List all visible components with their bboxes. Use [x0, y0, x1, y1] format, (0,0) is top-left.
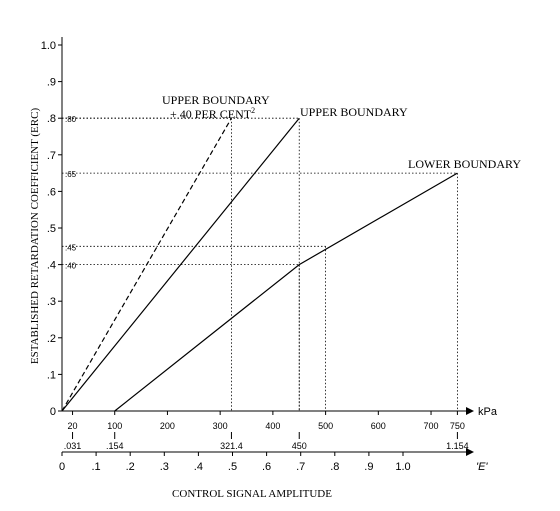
kpa-axis-arrow — [466, 407, 474, 415]
ref-label: .80 — [65, 115, 77, 124]
e-tick-label: 1.0 — [395, 461, 410, 473]
e-tick-label: .5 — [228, 461, 237, 473]
y-tick-label: .6 — [47, 186, 56, 198]
y-tick-label: .1 — [47, 369, 56, 381]
y-tick-label: .7 — [47, 150, 56, 162]
kpa-tick-label: 750 — [450, 421, 465, 431]
y-tick-label: .5 — [47, 223, 56, 235]
e-tick-label: .1 — [92, 461, 101, 473]
kpa-tick-label: 700 — [424, 421, 439, 431]
y-tick-label: .3 — [47, 296, 56, 308]
annotation-upper-plus40-line2: + 40 PER CENT2 — [170, 106, 255, 121]
kpa-tick-label: 400 — [265, 421, 280, 431]
series-line-1 — [61, 117, 232, 412]
kpa-tick-label: 500 — [318, 421, 333, 431]
kpa-tick-label: 200 — [160, 421, 175, 431]
e-tick-label: .6 — [262, 461, 271, 473]
e-tick-label: .4 — [194, 461, 203, 473]
ref-label: .45 — [65, 243, 77, 252]
kpa-sub-label: .154 — [106, 441, 124, 451]
e-tick-label: .8 — [330, 461, 339, 473]
y-tick-label: 0 — [50, 406, 56, 418]
kpa-sub-label: 450 — [292, 441, 307, 451]
annotation-upper-plus40-sup: 2 — [251, 106, 255, 115]
kpa-tick-label: 600 — [371, 421, 386, 431]
kpa-sub-label: .031 — [64, 441, 82, 451]
e-tick-label: .7 — [296, 461, 305, 473]
reference-lines: .80 .65 .45 .40 — [62, 115, 458, 411]
annotation-upper-boundary: UPPER BOUNDARY — [300, 105, 408, 119]
ref-label: .40 — [65, 262, 77, 271]
kpa-tick-label: 100 — [107, 421, 122, 431]
y-tick-label: .9 — [47, 77, 56, 89]
e-tick-label: .9 — [364, 461, 373, 473]
annotation-lower-boundary: LOWER BOUNDARY — [408, 157, 521, 171]
x-axis-label: CONTROL SIGNAL AMPLITUDE — [172, 488, 332, 500]
y-axis-label: ESTABLISHED RETARDATION COEFFICIENT (ERC… — [29, 108, 41, 365]
annotations: UPPER BOUNDARY + 40 PER CENT2 UPPER BOUN… — [162, 93, 521, 171]
e-axis-arrow — [466, 448, 474, 456]
kpa-sub-label: 1.154 — [446, 441, 469, 451]
annotation-upper-plus40-text: + 40 PER CENT — [170, 107, 252, 121]
series-line-2 — [61, 117, 300, 412]
series-line-3 — [114, 172, 458, 412]
kpa-tick-label: 300 — [213, 421, 228, 431]
y-tick-label: .2 — [47, 333, 56, 345]
kpa-sub-label: 321.4 — [220, 441, 243, 451]
kpa-unit-label: kPa — [478, 406, 498, 418]
e-axis-label: 'E' — [476, 461, 488, 473]
kpa-tick-label: 20 — [68, 421, 78, 431]
e-tick-label: .2 — [126, 461, 135, 473]
e-tick-label: .3 — [160, 461, 169, 473]
y-tick-label: .4 — [47, 260, 56, 272]
annotation-upper-plus40-line1: UPPER BOUNDARY — [162, 93, 270, 107]
series — [61, 117, 458, 412]
ref-label: .65 — [65, 170, 77, 179]
y-tick-label: 1.0 — [41, 40, 56, 52]
e-tick-label: 0 — [59, 461, 65, 473]
y-tick-label: .8 — [47, 113, 56, 125]
